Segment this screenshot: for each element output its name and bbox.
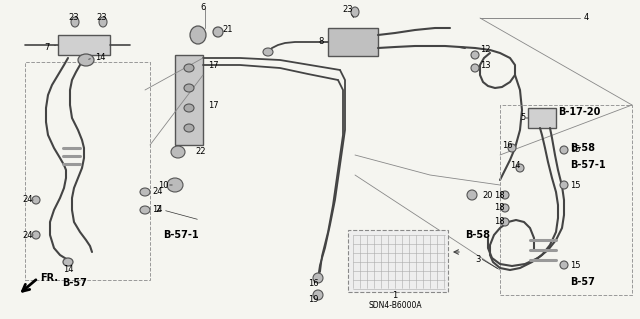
Ellipse shape: [184, 84, 194, 92]
Ellipse shape: [560, 181, 568, 189]
Ellipse shape: [501, 191, 509, 199]
Text: 14: 14: [95, 54, 106, 63]
Text: B-57: B-57: [63, 278, 88, 288]
Ellipse shape: [99, 17, 107, 27]
Ellipse shape: [471, 64, 479, 72]
Text: 14: 14: [63, 265, 73, 275]
Text: 24: 24: [22, 231, 33, 240]
Text: 7: 7: [44, 42, 49, 51]
Text: B-17-20: B-17-20: [558, 107, 600, 117]
Ellipse shape: [190, 26, 206, 44]
Ellipse shape: [32, 231, 40, 239]
Text: 6: 6: [200, 4, 205, 12]
Bar: [58, 35, 110, 55]
Ellipse shape: [184, 64, 194, 72]
Text: 15: 15: [570, 181, 580, 189]
Text: 20: 20: [482, 190, 493, 199]
Text: 14: 14: [510, 160, 520, 169]
Text: B-57: B-57: [570, 277, 595, 287]
Ellipse shape: [78, 54, 94, 66]
Ellipse shape: [63, 258, 73, 266]
Ellipse shape: [140, 188, 150, 196]
Text: 22: 22: [195, 147, 205, 157]
Text: B-58: B-58: [570, 143, 595, 153]
Ellipse shape: [313, 273, 323, 283]
Text: 23: 23: [342, 5, 353, 14]
Ellipse shape: [213, 27, 223, 37]
Bar: [348, 230, 448, 292]
Ellipse shape: [467, 190, 477, 200]
Ellipse shape: [184, 124, 194, 132]
Text: 23: 23: [96, 13, 107, 23]
Text: 1: 1: [392, 291, 397, 300]
Ellipse shape: [501, 204, 509, 212]
Text: 19: 19: [308, 295, 319, 305]
Bar: [528, 108, 556, 128]
Ellipse shape: [184, 104, 194, 112]
Text: B-57-1: B-57-1: [570, 160, 605, 170]
Bar: [175, 55, 203, 145]
Text: 14: 14: [152, 205, 163, 214]
Text: 5: 5: [520, 114, 525, 122]
Text: 24: 24: [152, 188, 163, 197]
Ellipse shape: [313, 290, 323, 300]
Text: B-58: B-58: [465, 230, 490, 240]
Ellipse shape: [167, 178, 183, 192]
Text: 3: 3: [475, 256, 481, 264]
Ellipse shape: [351, 7, 359, 17]
Text: 18: 18: [494, 218, 504, 226]
Text: 10: 10: [158, 181, 168, 189]
Text: 18: 18: [494, 204, 504, 212]
Text: SDN4-B6000A: SDN4-B6000A: [368, 300, 422, 309]
Ellipse shape: [71, 17, 79, 27]
Text: 16: 16: [308, 279, 319, 288]
Ellipse shape: [471, 51, 479, 59]
Bar: [25, 62, 150, 280]
Text: 17: 17: [208, 100, 219, 109]
Text: 15: 15: [570, 145, 580, 154]
Bar: [328, 28, 378, 56]
Text: 8: 8: [318, 38, 323, 47]
Text: 4: 4: [584, 12, 589, 21]
Text: 18: 18: [494, 190, 504, 199]
Text: 13: 13: [480, 61, 491, 70]
Bar: [500, 105, 632, 295]
Ellipse shape: [171, 146, 185, 158]
Ellipse shape: [508, 144, 516, 152]
Text: 23: 23: [68, 13, 79, 23]
Text: FR.: FR.: [40, 273, 58, 283]
Ellipse shape: [501, 218, 509, 226]
Text: 17: 17: [208, 61, 219, 70]
Ellipse shape: [263, 48, 273, 56]
Ellipse shape: [516, 164, 524, 172]
Ellipse shape: [560, 146, 568, 154]
Text: 2: 2: [155, 205, 160, 214]
Text: 21: 21: [222, 26, 232, 34]
Text: 24: 24: [22, 196, 33, 204]
Ellipse shape: [140, 206, 150, 214]
Ellipse shape: [560, 261, 568, 269]
Text: 12: 12: [480, 46, 490, 55]
Ellipse shape: [32, 196, 40, 204]
Text: 16: 16: [502, 140, 513, 150]
Text: 15: 15: [570, 261, 580, 270]
Text: B-57-1: B-57-1: [163, 230, 198, 240]
